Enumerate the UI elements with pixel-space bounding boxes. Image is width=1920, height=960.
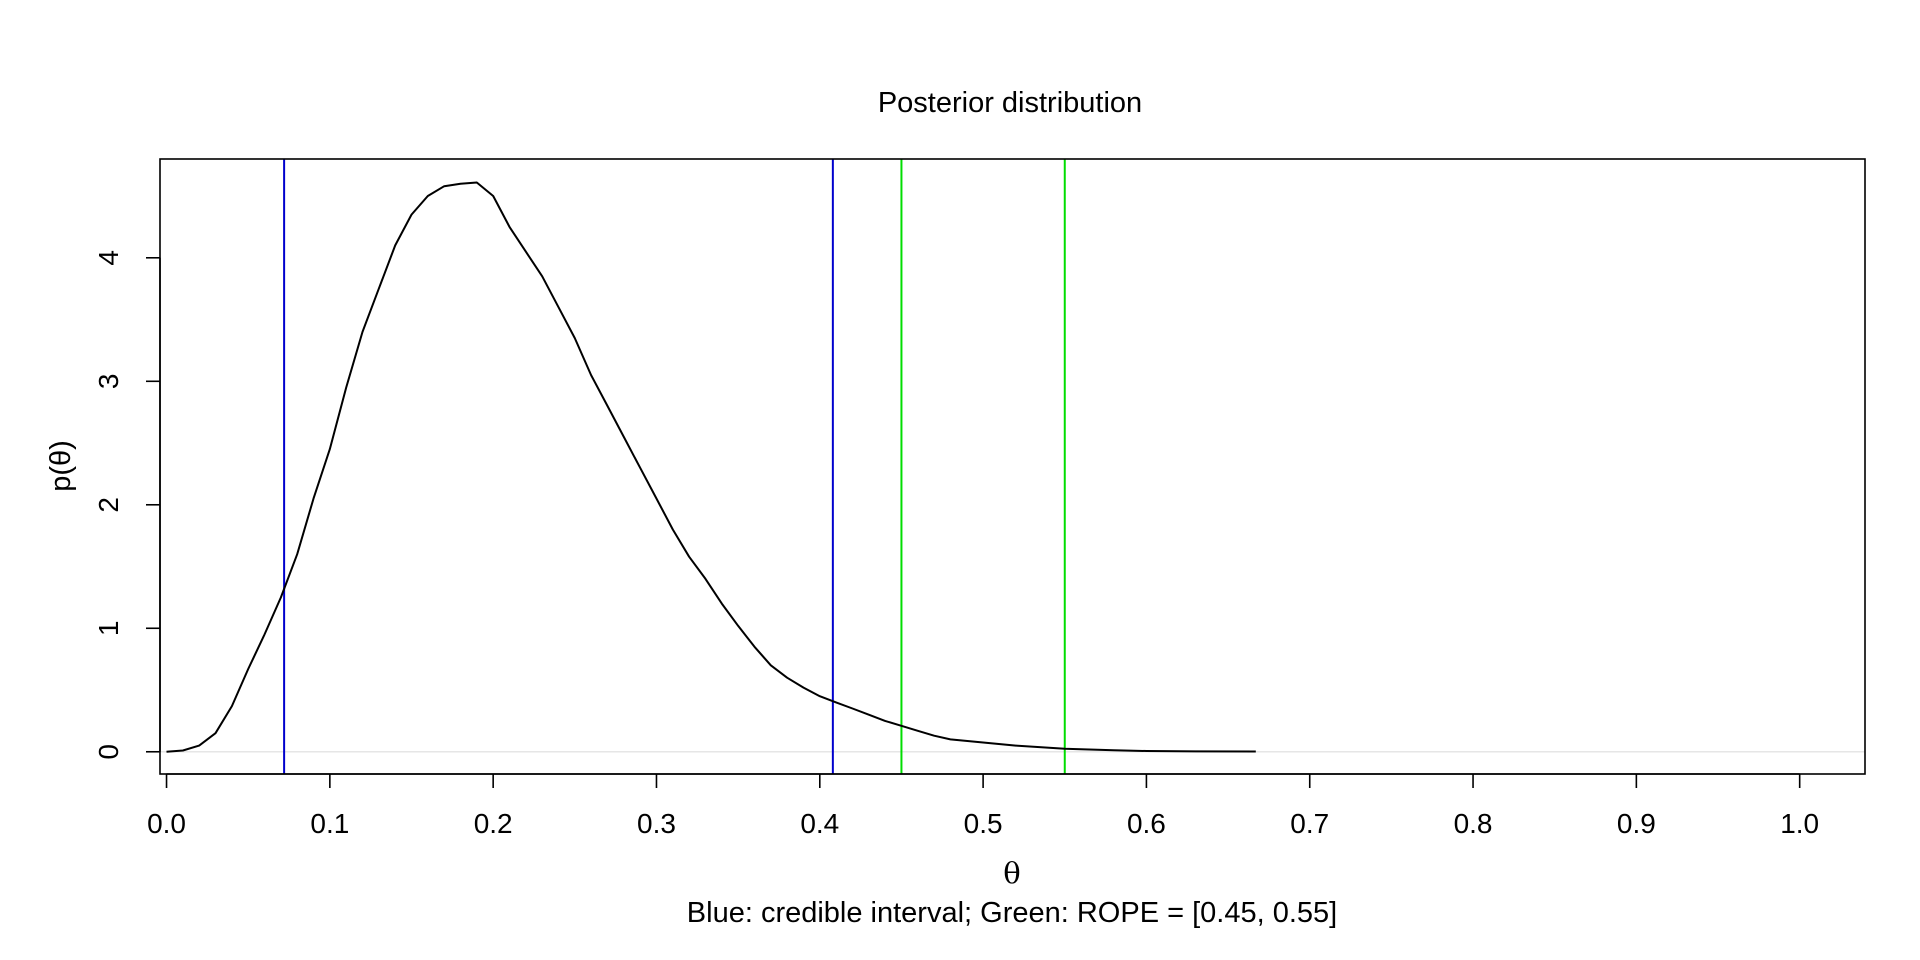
x-tick-label: 0.2 xyxy=(474,808,513,839)
y-tick-label: 2 xyxy=(93,497,124,513)
x-tick-label: 0.0 xyxy=(147,808,186,839)
x-tick-label: 0.4 xyxy=(800,808,839,839)
x-tick-label: 1.0 xyxy=(1780,808,1819,839)
density-series xyxy=(166,181,1256,753)
y-tick-label: 3 xyxy=(93,374,124,390)
y-tick-label: 0 xyxy=(93,744,124,760)
x-tick-label: 0.9 xyxy=(1617,808,1656,839)
x-tick-label: 0.1 xyxy=(310,808,349,839)
y-tick-label: 4 xyxy=(93,250,124,266)
density-curve-0 xyxy=(166,181,1256,753)
x-axis-label: θ xyxy=(1003,856,1020,890)
chart-title: Posterior distribution xyxy=(878,87,1142,119)
reference-lines xyxy=(283,159,1066,774)
chart-subtitle: Blue: credible interval; Green: ROPE = [… xyxy=(687,897,1337,929)
y-axis: 0 1 2 3 4 xyxy=(93,250,161,760)
plot-frame xyxy=(159,158,1866,775)
x-tick-label: 0.8 xyxy=(1454,808,1493,839)
x-tick-label: 0.7 xyxy=(1290,808,1329,839)
x-axis: 0.0 0.1 0.2 0.3 0.4 0.5 0.6 0.7 0.8 0.9 1.0 xyxy=(147,773,1819,839)
y-tick-label: 1 xyxy=(93,621,124,637)
x-tick-label: 0.6 xyxy=(1127,808,1166,839)
x-tick-label: 0.3 xyxy=(637,808,676,839)
x-tick-label: 0.5 xyxy=(964,808,1003,839)
y-axis-label: p(θ) xyxy=(45,440,77,492)
